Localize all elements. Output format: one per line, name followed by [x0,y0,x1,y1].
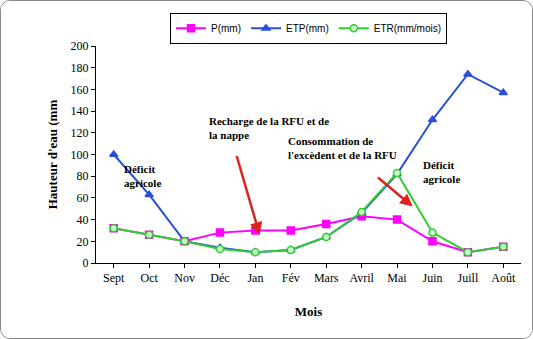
svg-text:20: 20 [77,235,89,249]
svg-text:100: 100 [71,148,89,162]
svg-text:Août: Août [491,271,516,285]
svg-text:P(mm): P(mm) [211,23,241,34]
svg-text:Déficitagricole: Déficitagricole [423,159,460,185]
svg-text:40: 40 [77,213,89,227]
svg-text:Sept: Sept [103,271,125,285]
svg-text:200: 200 [71,39,89,53]
svg-text:80: 80 [77,169,89,183]
svg-text:Fév: Fév [282,271,300,285]
svg-text:140: 140 [71,104,89,118]
svg-text:Recharge de la RFU et dela nap: Recharge de la RFU et dela nappe [209,115,329,141]
svg-text:60: 60 [77,191,89,205]
svg-text:Mars: Mars [314,271,339,285]
svg-text:Avril: Avril [349,271,374,285]
svg-text:Mois: Mois [295,304,322,319]
svg-text:Consommation del'excèdent et d: Consommation del'excèdent et de la RFU [288,135,397,161]
svg-text:Oct: Oct [140,271,158,285]
svg-text:Déficitagricole: Déficitagricole [124,163,161,189]
svg-text:Juill: Juill [458,271,479,285]
svg-text:160: 160 [71,83,89,97]
svg-text:0: 0 [83,256,89,270]
svg-text:Mai: Mai [387,271,407,285]
svg-text:ETR(mm/mois): ETR(mm/mois) [374,23,441,34]
svg-text:Déc: Déc [210,271,229,285]
svg-text:120: 120 [71,126,89,140]
svg-text:Jan: Jan [247,271,263,285]
svg-text:180: 180 [71,61,89,75]
svg-text:Hauteur d'eau (mm: Hauteur d'eau (mm [45,100,60,210]
svg-text:ETP(mm): ETP(mm) [286,23,329,34]
svg-text:Juin: Juin [422,271,442,285]
svg-text:Nov: Nov [174,271,195,285]
